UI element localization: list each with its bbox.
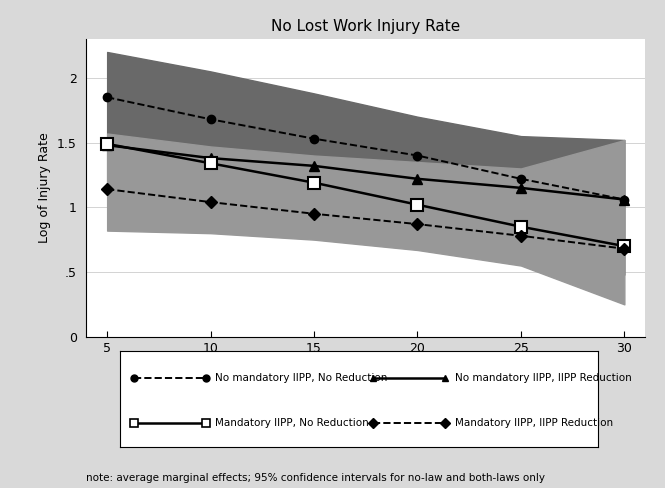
Text: No mandatory IIPP, IIPP Reduction: No mandatory IIPP, IIPP Reduction <box>455 373 632 383</box>
Text: Mandatory IIPP, No Reduction: Mandatory IIPP, No Reduction <box>215 418 369 427</box>
Text: No mandatory IIPP, No Reduction: No mandatory IIPP, No Reduction <box>215 373 388 383</box>
Text: note: average marginal effects; 95% confidence intervals for no-law and both-law: note: average marginal effects; 95% conf… <box>86 473 545 483</box>
Text: Mandatory IIPP, IIPP Reduction: Mandatory IIPP, IIPP Reduction <box>455 418 613 427</box>
X-axis label: Percent Union: Percent Union <box>313 360 419 375</box>
Y-axis label: Log of Injury Rate: Log of Injury Rate <box>39 133 51 243</box>
Title: No Lost Work Injury Rate: No Lost Work Injury Rate <box>271 19 460 34</box>
